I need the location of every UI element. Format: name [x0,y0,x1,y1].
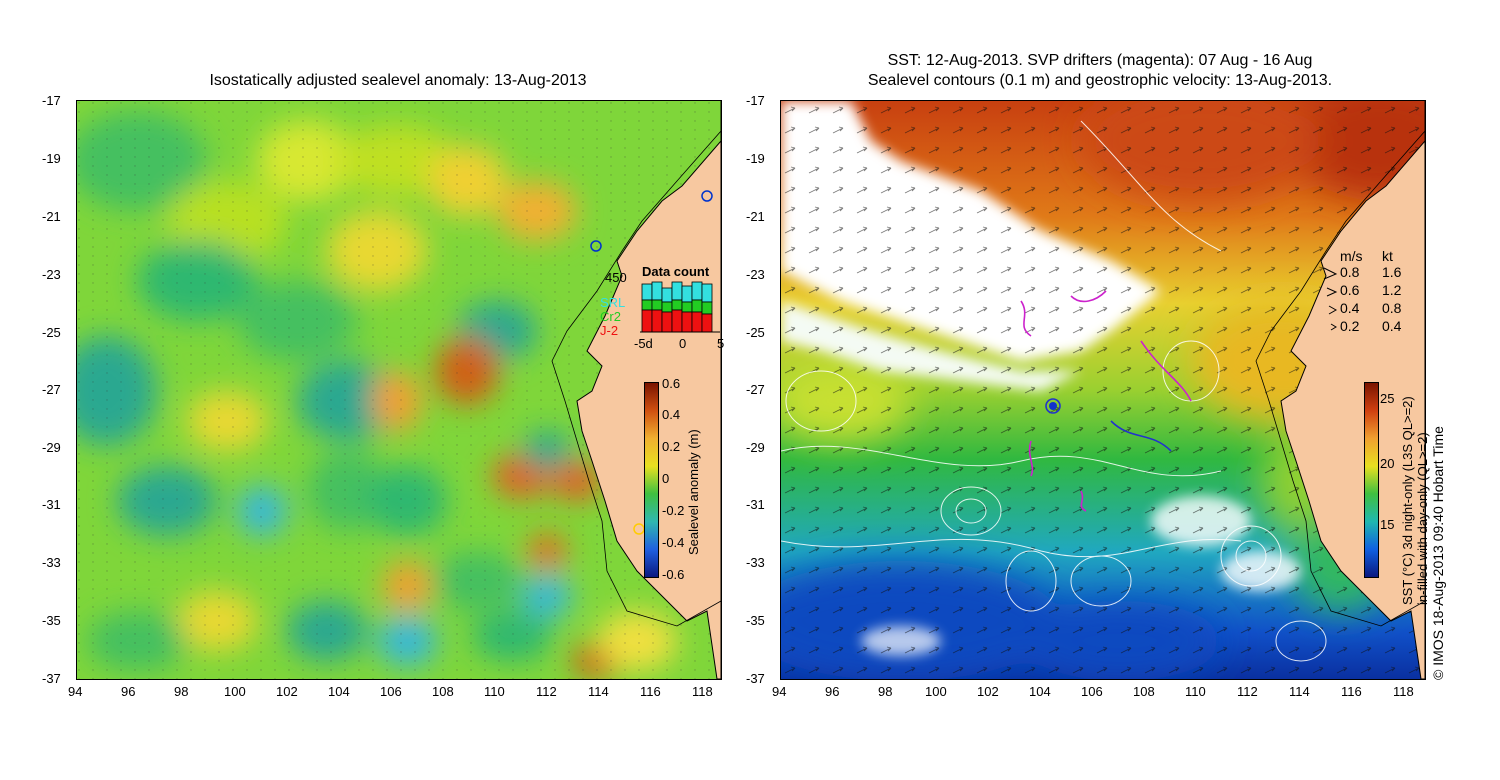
right-map-title-line2: Sealevel contours (0.1 m) and geostrophi… [867,72,1333,89]
data-count-max: 450 [605,270,627,285]
sst-colorbar-label-1: SST (°C) 3d night-only (L3S QL>=2) [1400,396,1415,605]
sst-field [781,101,1425,679]
source-cr2: Cr2 [600,309,621,324]
sst-map[interactable] [780,100,1426,680]
australia-land-right [1280,101,1425,679]
sst-colorbar-label-2: in-filled with day-only (QL>=2) [1415,432,1430,605]
velocity-unit-ms: m/s [1340,248,1363,264]
source-srl: SRL [600,295,626,310]
velocity-unit-kt: kt [1382,248,1393,264]
data-count-title: Data count [642,264,710,279]
imos-credit: © IMOS 18-Aug-2013 09:40 Hobart Time [1430,426,1446,680]
sealevel-colorbar-label: Sealevel anomaly (m) [686,429,701,555]
left-map-title: Isostatically adjusted sealevel anomaly:… [209,72,587,89]
svp-drifters [1020,290,1192,512]
sealevel-anomaly-map[interactable] [76,100,722,680]
source-j2: J-2 [600,323,619,338]
sealevel-anomaly-field [77,101,721,679]
velocity-arrow-icons [1323,267,1338,331]
data-count-bars [640,281,720,333]
right-map-title-line1: SST: 12-Aug-2013. SVP drifters (magenta)… [887,52,1313,69]
velocity-legend: m/s kt 0.8 1.6 0.6 1.2 0.4 0.8 0.2 0.4 [1322,248,1412,334]
